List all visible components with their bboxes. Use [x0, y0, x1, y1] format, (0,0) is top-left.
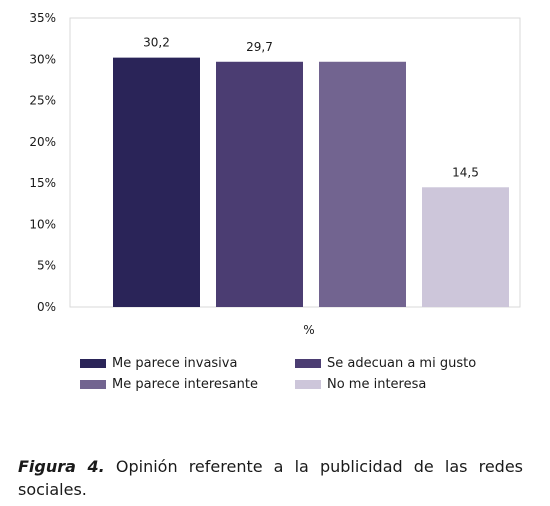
legend-item: Me parece invasiva [80, 356, 295, 371]
legend-item: Me parece interesante [80, 377, 295, 392]
legend-swatch [295, 359, 321, 368]
bar [422, 187, 509, 307]
figure-caption: Figura 4. Opinión referente a la publici… [18, 455, 523, 501]
data-label: 29,7 [246, 40, 273, 54]
y-tick-label: 5% [37, 259, 56, 273]
y-tick-label: 15% [29, 176, 56, 190]
legend-item: Se adecuan a mi gusto [295, 356, 495, 371]
bar [319, 61, 406, 308]
x-axis-label: % [303, 323, 314, 337]
y-tick-label: 0% [37, 300, 56, 314]
bar-chart: 0% 5% 10% 15% 20% 25% 30% 35% 30,2 29,7 14,5% [29, 11, 521, 337]
y-tick-label: 35% [29, 11, 56, 25]
chart-legend: Me parece invasiva Se adecuan a mi gusto… [80, 356, 520, 392]
y-tick-label: 30% [29, 52, 56, 66]
legend-label: Se adecuan a mi gusto [327, 356, 477, 371]
data-label: 30,2 [143, 36, 170, 50]
y-tick-label: 10% [29, 217, 56, 231]
legend-swatch [80, 380, 106, 389]
bar [216, 61, 303, 308]
legend-swatch [295, 380, 321, 389]
legend-item: No me interesa [295, 377, 495, 392]
figure-caption-text: Opinión referente a la publicidad de las… [18, 457, 523, 499]
figure-label: Figura 4. [18, 457, 105, 476]
legend-label: Me parece interesante [112, 377, 258, 392]
legend-swatch [80, 359, 106, 368]
legend-label: No me interesa [327, 377, 427, 392]
y-tick-label: 20% [29, 135, 56, 149]
data-label: 14,5 [452, 165, 479, 179]
bar [113, 57, 200, 308]
legend-label: Me parece invasiva [112, 356, 238, 371]
y-tick-label: 25% [29, 94, 56, 108]
